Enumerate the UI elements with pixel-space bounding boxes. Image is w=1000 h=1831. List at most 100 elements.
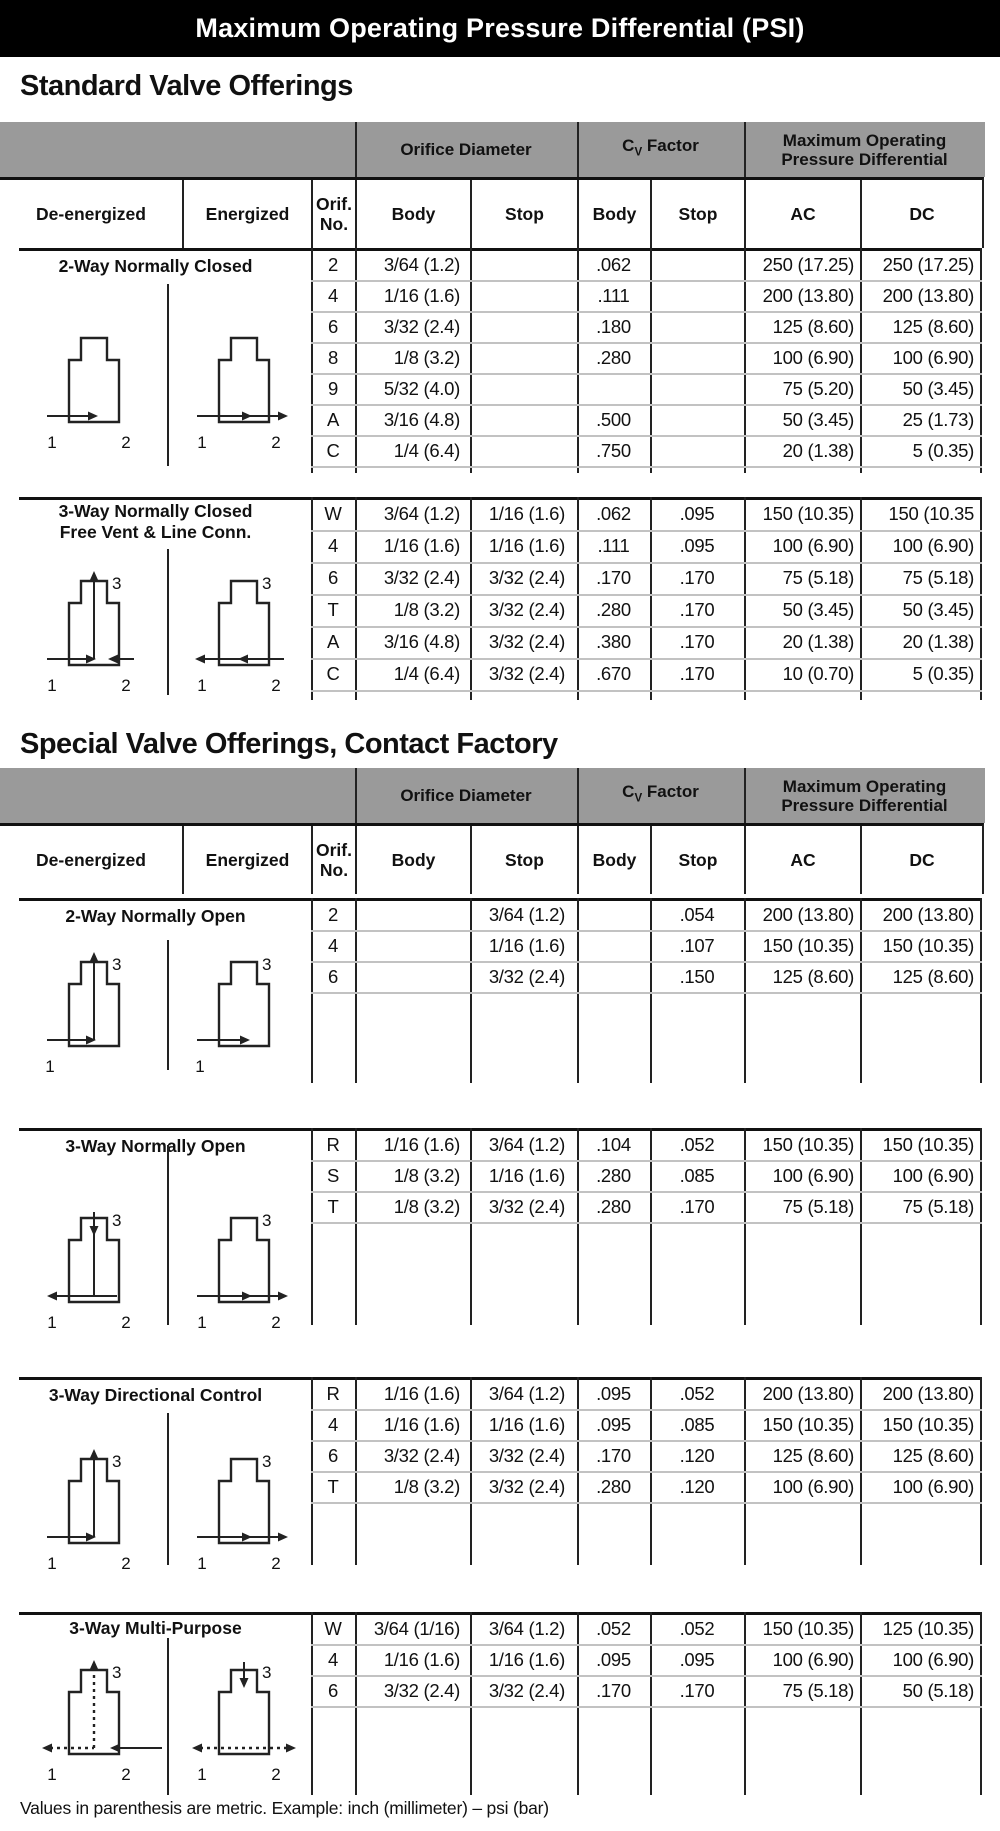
column-rule [355, 248, 357, 473]
cell-stop1: 1/16 (1.6) [488, 1414, 565, 1435]
cell-dc: 50 (3.45) [902, 378, 975, 399]
cell-stop2 [650, 251, 744, 280]
cell-dc: 50 (3.45) [902, 599, 975, 620]
cell-stop1: 3/64 (1.2) [488, 1618, 565, 1639]
cell-body1: 1/8 (3.2) [393, 1165, 461, 1186]
cell-ac: 100 (6.90) [772, 1649, 855, 1670]
svg-text:3: 3 [262, 955, 271, 974]
svg-text:2: 2 [271, 676, 280, 695]
cell-stop1: 3/32 (2.4) [488, 663, 565, 684]
cell-stop1: 3/64 (1.2) [488, 904, 565, 925]
divider [744, 122, 746, 177]
cell-stop1: 3/32 (2.4) [488, 1476, 565, 1497]
valve-diagram-3way-mp-energized-icon: 3 1 2 [192, 1662, 296, 1784]
cell-stop2: .150 [679, 966, 715, 987]
table-row: 8 1/8 (3.2) .280 100 (6.90) 100 (6.90) [311, 344, 982, 375]
col-header-cv-stop: Stop [650, 826, 744, 894]
page-title: Maximum Operating Pressure Differential … [195, 13, 805, 43]
cell-stop1: 3/32 (2.4) [488, 966, 565, 987]
cell-orif: T [327, 1196, 339, 1217]
cell-orif: 4 [328, 1649, 338, 1670]
cell-orif: R [326, 1383, 340, 1404]
cell-body2: .052 [596, 1618, 631, 1639]
cell-dc: 50 (5.18) [902, 1680, 975, 1701]
cell-orif: 2 [328, 254, 338, 275]
svg-text:3: 3 [112, 1663, 121, 1682]
column-rule [860, 497, 862, 700]
svg-text:2: 2 [121, 1765, 130, 1784]
data-grid: W 3/64 (1.2) 1/16 (1.6) .062 .095 150 (10.35)… [311, 497, 982, 700]
cell-stop1 [470, 282, 577, 311]
table-row: C 1/4 (6.4) 3/32 (2.4) .670 .170 10 (0.70) 5 (… [311, 660, 982, 692]
cell-ac: 150 (10.35) [762, 1618, 855, 1639]
col-header-orifice-stop: Stop [470, 180, 577, 248]
svg-text:1: 1 [47, 1765, 56, 1784]
valve-type-title: 3-Way Multi-Purpose [69, 1618, 242, 1638]
cell-body1: 1/8 (3.2) [393, 347, 461, 368]
svg-text:2: 2 [271, 1313, 280, 1332]
cell-body2: .095 [596, 1383, 631, 1404]
valve-diagram-2way-no-energized-icon: 3 1 [195, 955, 271, 1076]
valve-type-title: 2-Way Normally Closed [58, 256, 253, 276]
cell-stop2: .095 [679, 1649, 715, 1670]
table-row: S 1/8 (3.2) 1/16 (1.6) .280 .085 100 (6.90) 10… [311, 1162, 982, 1193]
col-group-cv-factor: CV Factor [622, 136, 699, 159]
svg-text:1: 1 [197, 433, 206, 452]
column-rule [980, 898, 982, 1083]
table-row: 2 3/64 (1.2) .062 250 (17.25) 250 (17.25) [311, 251, 982, 282]
column-rule [355, 1612, 357, 1795]
cell-ac: 100 (6.90) [772, 1165, 855, 1186]
cell-body2: .180 [596, 316, 631, 337]
cell-body1: 3/16 (4.8) [383, 631, 460, 652]
col-header-de-energized: De-energized [36, 204, 146, 224]
divider [744, 768, 746, 823]
cell-ac: 75 (5.18) [782, 1196, 855, 1217]
diagram-divider [167, 549, 169, 695]
valve-diagram-3way-no-deenergized-icon: 3 1 2 [47, 1211, 131, 1332]
cell-dc: 125 (8.60) [892, 1445, 975, 1466]
cell-body2 [577, 963, 650, 992]
cell-orif: 6 [328, 966, 338, 987]
table-block-3way-directional-control: 3-Way Directional Control 3 1 2 3 1 2 R 1… [0, 1377, 982, 1573]
cell-body2: .170 [596, 1680, 631, 1701]
divider [355, 768, 357, 823]
table-block-2way-normally-closed: 2-Way Normally Closed 1 2 1 2 2 3/64 (1.2… [0, 248, 982, 473]
cell-stop1 [470, 251, 577, 280]
cell-body1: 3/64 (1.2) [383, 503, 460, 524]
cell-body1: 1/4 (6.4) [393, 663, 461, 684]
svg-text:1: 1 [197, 1765, 206, 1784]
page-title-banner: Maximum Operating Pressure Differential … [0, 0, 1000, 57]
table-block-3way-multi-purpose: 3-Way Multi-Purpose 3 1 2 3 1 2 [0, 1612, 982, 1795]
cell-body2: .104 [596, 1134, 631, 1155]
column-rule [650, 1612, 652, 1795]
table-row: 6 3/32 (2.4) 3/32 (2.4) .170 .170 75 (5.18) 50… [311, 1677, 982, 1708]
cell-stop2: .085 [679, 1165, 715, 1186]
column-rule [650, 898, 652, 1083]
diagram-divider [167, 284, 169, 466]
col-header-orif-no: Orif. No. [311, 180, 355, 248]
cell-dc: 100 (6.90) [892, 347, 975, 368]
cell-body2: .095 [596, 1649, 631, 1670]
table-row: T 1/8 (3.2) 3/32 (2.4) .280 .170 75 (5.18) 75 … [311, 1193, 982, 1224]
svg-text:1: 1 [47, 1554, 56, 1573]
valve-diagram-3way-no-energized-icon: 3 1 2 [197, 1211, 288, 1332]
column-rule [577, 898, 579, 1083]
table-row: A 3/16 (4.8) .500 50 (3.45) 25 (1.73) [311, 406, 982, 437]
column-rule [860, 1128, 862, 1325]
cell-body1: 1/16 (1.6) [383, 1134, 460, 1155]
cell-orif: C [326, 440, 340, 461]
table-row: 6 3/32 (2.4) 3/32 (2.4) .170 .120 125 (8.60) 1… [311, 1442, 982, 1473]
cell-stop1 [470, 313, 577, 342]
cell-dc: 200 (13.80) [882, 1383, 975, 1404]
cell-body2: .062 [596, 254, 631, 275]
divider [577, 122, 579, 177]
column-rule [744, 1612, 746, 1795]
cell-body1: 1/4 (6.4) [393, 440, 461, 461]
cell-stop1: 3/32 (2.4) [488, 567, 565, 588]
col-group-max-operating: Maximum Operating Pressure Differential [781, 130, 948, 169]
svg-text:1: 1 [47, 1313, 56, 1332]
header-sub-row: De-energized Energized Orif. No. Body Sto… [0, 177, 984, 248]
data-grid: R 1/16 (1.6) 3/64 (1.2) .095 .052 200 (13.80)… [311, 1377, 982, 1565]
cell-stop1: 3/32 (2.4) [488, 1196, 565, 1217]
svg-text:1: 1 [197, 1313, 206, 1332]
